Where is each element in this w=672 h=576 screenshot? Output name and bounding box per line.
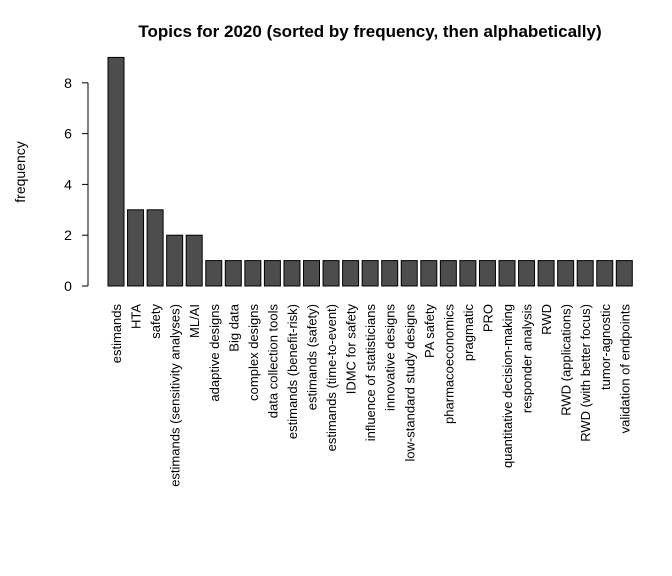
category-label: Big data [226, 303, 241, 351]
bar [283, 260, 301, 287]
y-tick-label: 2 [64, 227, 72, 243]
bar [224, 260, 242, 287]
category-label: estimands (sensitivity analyses) [168, 304, 183, 487]
bar [166, 234, 184, 287]
category-label: PRO [480, 304, 495, 332]
category-label: complex designs [246, 304, 261, 401]
bar [459, 260, 477, 287]
category-label: RWD (applications) [559, 304, 574, 416]
chart-title: Topics for 2020 (sorted by frequency, th… [138, 22, 601, 41]
y-tick-label: 0 [64, 278, 72, 294]
category-label: pharmacoeconomics [441, 304, 456, 424]
category-label: estimands (time-to-event) [324, 304, 339, 451]
category-label: IDMC for safety [344, 304, 359, 395]
bar [303, 260, 320, 287]
category-label: data collection tools [265, 304, 280, 419]
category-labels: estimands HTA safety estimands (sensitivity… [109, 303, 632, 487]
y-axis-label: frequency [12, 141, 28, 202]
bars [107, 56, 633, 287]
y-axis: 0 2 4 6 8 [64, 75, 89, 294]
bar [185, 234, 203, 287]
category-label: low-standard study designs [402, 304, 417, 462]
category-label: ML/AI [187, 304, 202, 338]
bar [498, 260, 516, 287]
bar [518, 260, 536, 287]
bar [439, 260, 457, 287]
category-label: tumor-agnostic [598, 304, 613, 390]
bar [596, 260, 614, 287]
bar [127, 209, 145, 287]
bar [244, 260, 262, 287]
category-label: RWD [539, 304, 554, 335]
category-label: RWD (with better focus) [578, 304, 593, 442]
bar [381, 260, 399, 287]
bar [537, 260, 555, 287]
category-label: influence of statisticians [363, 304, 378, 442]
bar [400, 260, 418, 287]
category-label: HTA [129, 304, 144, 329]
y-tick-label: 8 [64, 75, 72, 91]
category-label: validation of endpoints [617, 304, 632, 434]
category-label: quantitative decision-making [500, 304, 515, 468]
category-label: PA safety [422, 304, 437, 358]
category-label: innovative designs [383, 304, 398, 411]
bar [420, 260, 438, 287]
y-tick-label: 4 [64, 176, 72, 192]
bar [205, 260, 223, 287]
bar [107, 56, 125, 287]
bar [361, 260, 379, 287]
category-label: responder analysis [520, 304, 535, 414]
category-label: adaptive designs [207, 304, 222, 402]
bar [342, 260, 360, 287]
bar [146, 209, 164, 287]
bar [576, 260, 594, 287]
bar [322, 260, 340, 287]
category-label: safety [148, 304, 163, 339]
y-tick-label: 6 [64, 126, 72, 142]
category-label: pragmatic [461, 304, 476, 362]
bar [615, 260, 633, 287]
category-label: estimands (safety) [305, 304, 320, 410]
bar [478, 260, 496, 287]
category-label: estimands [109, 304, 124, 364]
bar [557, 260, 575, 287]
category-label: estimands (benefit-risk) [285, 304, 300, 439]
bar [263, 260, 281, 287]
